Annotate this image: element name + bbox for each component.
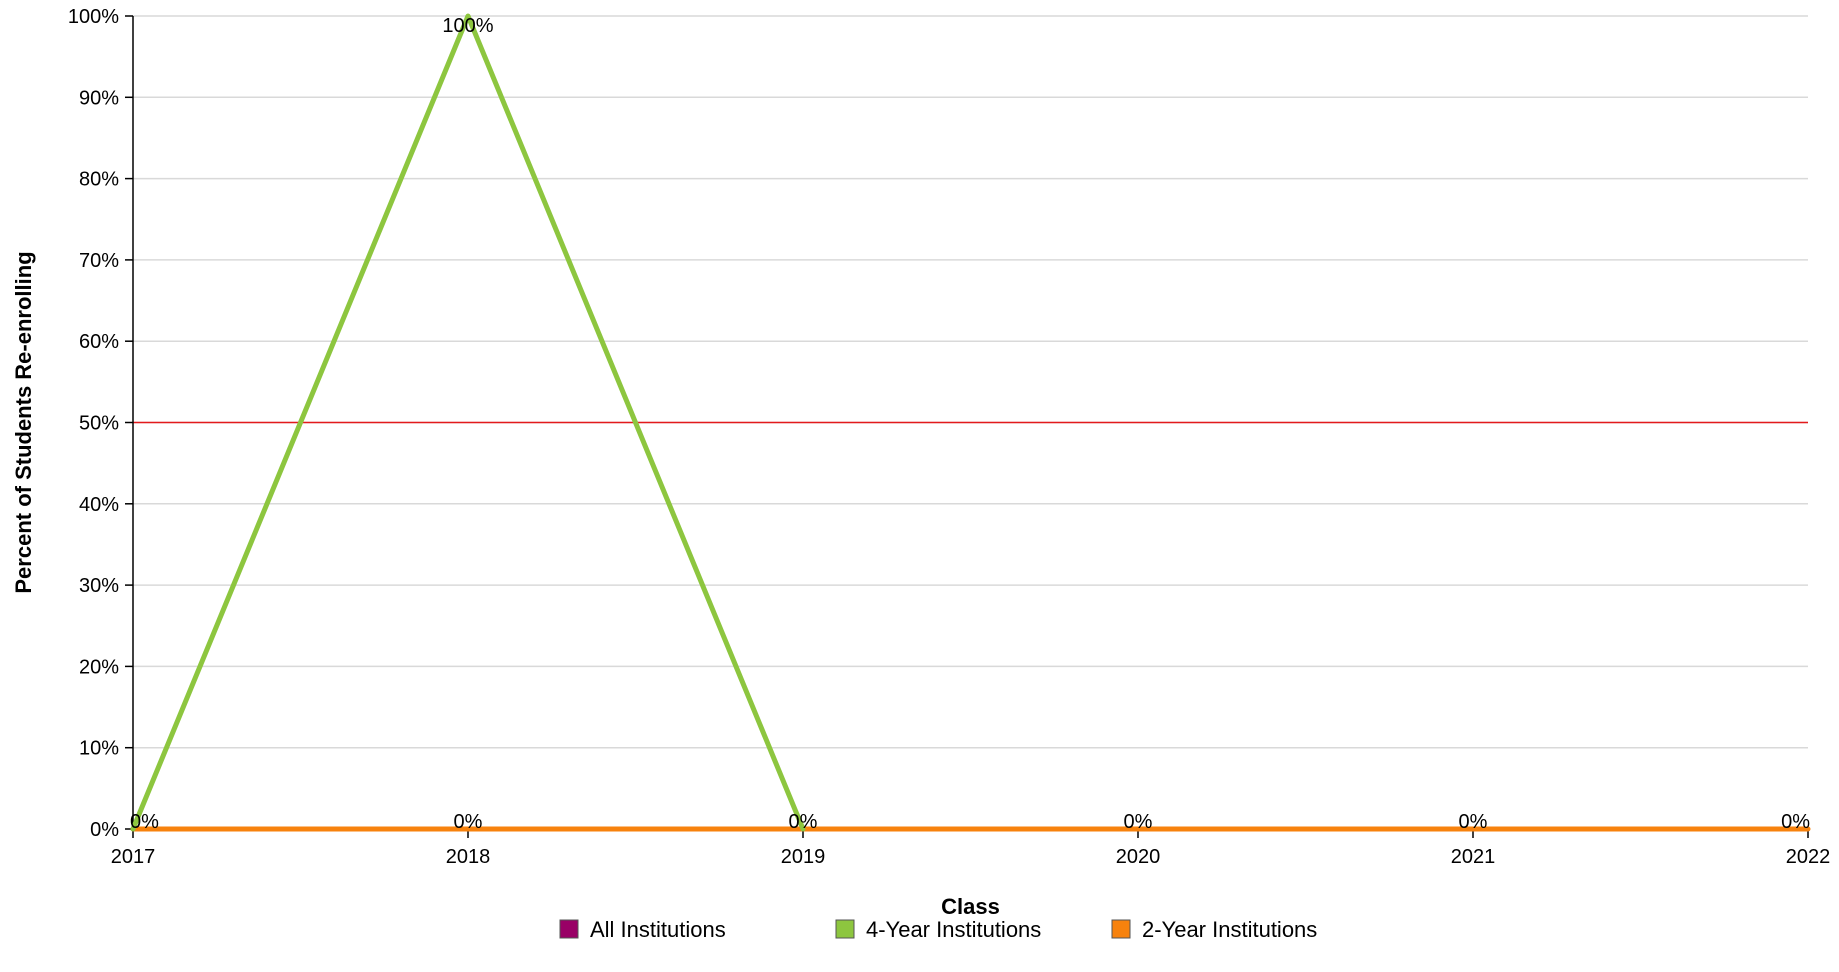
- y-tick-label: 60%: [79, 331, 119, 353]
- series-line: [130, 13, 806, 832]
- legend-swatch: [1111, 919, 1131, 939]
- data-label: 0%: [789, 811, 818, 833]
- y-tick-label: 40%: [79, 494, 119, 516]
- legend-swatch: [559, 919, 579, 939]
- data-label: 0%: [1781, 811, 1810, 833]
- x-tick-label: 2021: [1451, 846, 1496, 868]
- legend-label: All Institutions: [590, 917, 726, 942]
- y-tick-label: 0%: [90, 819, 119, 841]
- y-tick-label: 80%: [79, 169, 119, 191]
- x-tick-label: 2020: [1116, 846, 1161, 868]
- data-label: 0%: [1459, 811, 1488, 833]
- data-label: 0%: [454, 811, 483, 833]
- y-tick-label: 100%: [68, 6, 119, 28]
- series-lines: [130, 13, 1811, 832]
- y-tick-label: 90%: [79, 87, 119, 109]
- y-tick-label: 30%: [79, 575, 119, 597]
- x-tick-label: 2022: [1786, 846, 1831, 868]
- gridlines: [133, 15, 1808, 749]
- y-tick-label: 20%: [79, 656, 119, 678]
- y-tick-label: 50%: [79, 413, 119, 435]
- data-labels: 0% 100% 0% 0% 0% 0% 0%: [130, 15, 1810, 833]
- axes: 0% 10% 20% 30% 40% 50% 60% 70% 80% 90% 100% 2017 201…: [68, 6, 1830, 868]
- y-tick-label: 10%: [79, 738, 119, 760]
- x-tick-label: 2018: [446, 846, 491, 868]
- legend-label: 2-Year Institutions: [1142, 917, 1317, 942]
- legend-label: 4-Year Institutions: [866, 917, 1041, 942]
- y-tick-label: 70%: [79, 250, 119, 272]
- x-tick-label: 2019: [781, 846, 826, 868]
- legend-swatch: [835, 919, 855, 939]
- data-label: 100%: [442, 15, 493, 37]
- x-tick-label: 2017: [111, 846, 156, 868]
- legend: All Institutions 4-Year Institutions 2-Yea…: [559, 917, 1317, 942]
- data-label: 0%: [130, 811, 159, 833]
- data-label: 0%: [1124, 811, 1153, 833]
- x-axis-title: Class: [941, 894, 1000, 919]
- y-axis-title: Percent of Students Re-enrolling: [11, 251, 36, 593]
